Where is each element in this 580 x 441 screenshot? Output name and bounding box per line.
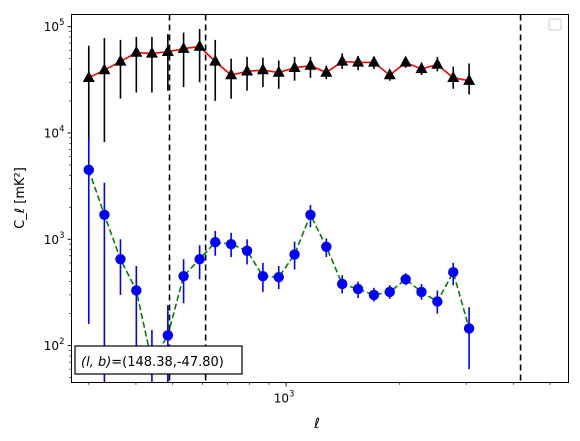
series-2-point bbox=[162, 330, 174, 341]
series-2-point bbox=[225, 238, 237, 250]
axes-frame bbox=[71, 14, 569, 383]
series-2-point bbox=[83, 164, 94, 176]
series-1-point bbox=[463, 73, 476, 85]
annotation-prefix: (l, b) bbox=[81, 355, 111, 370]
series-2-point bbox=[368, 289, 380, 301]
series-1-point bbox=[225, 68, 238, 80]
series-1-point bbox=[399, 55, 412, 67]
plot-area bbox=[82, 14, 522, 383]
series-1-point bbox=[272, 65, 285, 77]
series-2-point bbox=[257, 270, 269, 282]
x-axis-label: ℓ bbox=[313, 416, 320, 432]
y-axis-label: C_ℓ [mK²] bbox=[13, 167, 28, 229]
series-2-point bbox=[416, 286, 427, 298]
series-2-point bbox=[337, 278, 348, 290]
series-1-point bbox=[82, 70, 95, 82]
series-2-point bbox=[400, 274, 411, 285]
series-1-point bbox=[161, 44, 174, 56]
series-2-point bbox=[99, 209, 110, 220]
series-1-point bbox=[193, 39, 206, 51]
series-1-point bbox=[352, 55, 365, 67]
y-tick-label: 103 bbox=[44, 231, 65, 247]
annotation-box: (l, b)=(148.38,-47.80) bbox=[74, 345, 243, 375]
axis-ticks: 102 103 104 105 103 bbox=[44, 18, 551, 406]
series-1-point bbox=[98, 63, 111, 75]
series-1-point bbox=[415, 62, 428, 74]
series-1-point bbox=[256, 63, 269, 75]
series-2-line bbox=[88, 169, 470, 365]
series-2-point bbox=[289, 249, 300, 260]
series-2-point bbox=[352, 283, 364, 295]
legend-box bbox=[548, 18, 562, 31]
series-2-point bbox=[448, 267, 459, 278]
series-1-point bbox=[383, 68, 396, 80]
series-1-point bbox=[288, 60, 301, 72]
series-2-point bbox=[463, 323, 475, 334]
x-tick-label: 103 bbox=[274, 390, 295, 406]
series-2-point bbox=[115, 253, 126, 265]
series-1-point bbox=[304, 58, 317, 70]
series-2-point bbox=[241, 245, 253, 256]
series-1-point bbox=[320, 65, 333, 77]
series-2-point bbox=[273, 272, 284, 283]
series-1-point bbox=[447, 70, 460, 82]
series-1-point bbox=[130, 45, 143, 57]
y-tick-label: 104 bbox=[44, 124, 65, 140]
series-1-point bbox=[336, 54, 349, 66]
series-1-point bbox=[241, 64, 254, 76]
series-1-point bbox=[114, 54, 127, 66]
annotation-value: =(148.38,-47.80) bbox=[111, 355, 224, 370]
series-1-point bbox=[367, 55, 380, 67]
series-1-point bbox=[177, 41, 190, 53]
series-2-point bbox=[178, 270, 189, 282]
series-2-point bbox=[384, 286, 395, 298]
series-2-point bbox=[305, 209, 316, 220]
series-2-point bbox=[432, 296, 443, 307]
y-tick-label: 105 bbox=[44, 18, 65, 34]
series-2-point bbox=[131, 285, 142, 296]
series-2-point bbox=[321, 241, 332, 252]
series-2-point bbox=[210, 236, 221, 248]
series-1-point bbox=[145, 46, 158, 58]
series-1-point bbox=[209, 54, 222, 66]
y-tick-label: 102 bbox=[44, 337, 65, 353]
series-1-point bbox=[431, 57, 444, 69]
svg-text:(l, b)=(148.38,-47.80): (l, b)=(148.38,-47.80) bbox=[81, 355, 224, 370]
series-2-point bbox=[194, 253, 205, 265]
